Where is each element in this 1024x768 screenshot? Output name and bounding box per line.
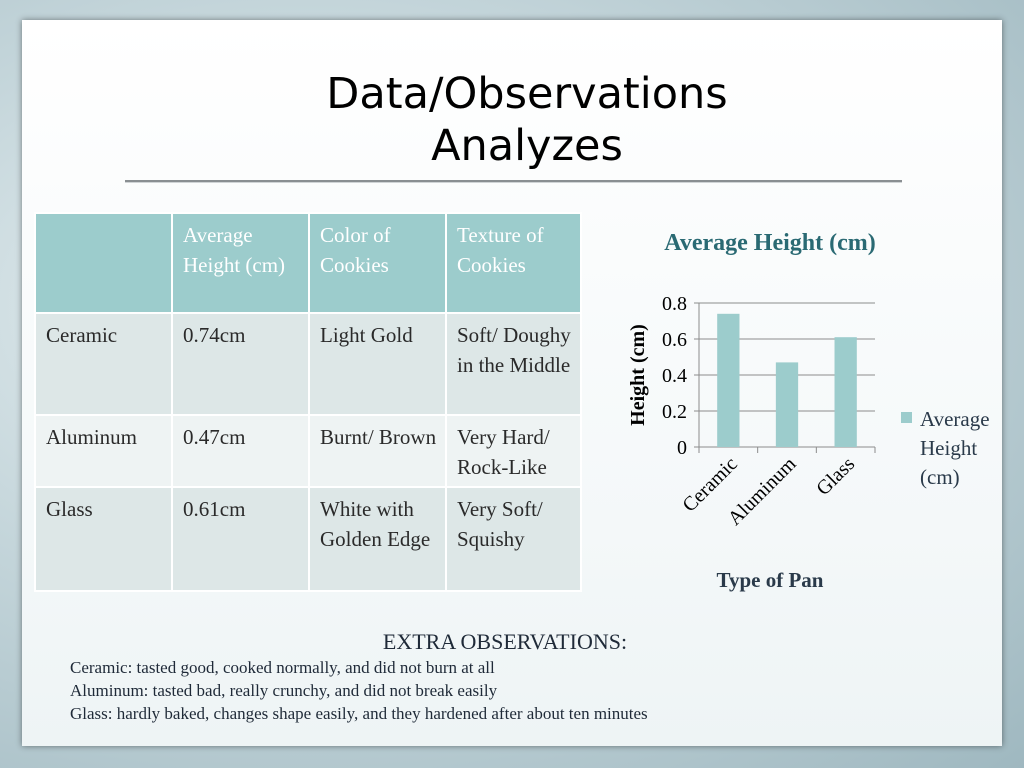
chart-x-tick-label: Glass — [812, 453, 859, 500]
extra-observations: EXTRA OBSERVATIONS: Ceramic: tasted good… — [70, 628, 970, 725]
extra-observations-heading: EXTRA OBSERVATIONS: — [382, 629, 628, 654]
chart-legend-swatch — [901, 412, 912, 423]
chart-y-tick-label: 0.8 — [662, 293, 687, 315]
extra-observation-line: Aluminum: tasted bad, really crunchy, an… — [70, 681, 498, 700]
table-header-row: Average Height (cm) Color of Cookies Tex… — [34, 212, 582, 314]
slide: Data/Observations Analyzes Average Heigh… — [22, 20, 1002, 746]
table-cell: 0.74cm — [171, 312, 310, 416]
chart-legend: Average Height (cm) — [901, 407, 990, 489]
table-cell: Aluminum — [34, 414, 173, 488]
observations-table: Average Height (cm) Color of Cookies Tex… — [34, 212, 582, 592]
chart-legend-label: Height — [920, 436, 977, 460]
chart-x-axis-label: Type of Pan — [717, 568, 824, 592]
chart-y-tick-label: 0.2 — [662, 401, 687, 423]
bar-chart: Average Height (cm) Height (cm) Type of … — [627, 230, 990, 592]
chart-legend-label: Average — [920, 407, 990, 431]
table-cell: Very Soft/ Squishy — [445, 486, 582, 592]
table-row: Glass 0.61cm White with Golden Edge Very… — [34, 486, 582, 592]
table-cell: Glass — [34, 486, 173, 592]
extra-observation-line: Glass: hardly baked, changes shape easil… — [70, 704, 648, 723]
table-cell: Soft/ Doughy in the Middle — [445, 312, 582, 416]
extra-observation-line: Ceramic: tasted good, cooked normally, a… — [70, 658, 495, 677]
table-cell: 0.61cm — [171, 486, 310, 592]
table-header-cell — [34, 212, 173, 314]
chart-bar — [775, 362, 799, 447]
table-header-cell: Color of Cookies — [308, 212, 447, 314]
table-cell: White with Golden Edge — [308, 486, 447, 592]
table-cell: Burnt/ Brown — [308, 414, 447, 488]
chart-title: Average Height (cm) — [664, 230, 875, 256]
chart-y-tick-label: 0.6 — [662, 329, 687, 351]
chart-bar — [717, 313, 740, 447]
table-header-cell: Texture of Cookies — [445, 212, 582, 314]
chart-legend-label: (cm) — [920, 465, 960, 489]
chart-y-tick-label: 0.4 — [662, 365, 687, 387]
table-cell: Very Hard/ Rock-Like — [445, 414, 582, 488]
table-cell: 0.47cm — [171, 414, 310, 488]
chart-bar — [834, 337, 857, 447]
table-header-cell: Average Height (cm) — [171, 212, 310, 314]
slide-title: Data/Observations Analyzes — [326, 69, 728, 171]
chart-y-axis-label: Height (cm) — [627, 324, 649, 426]
table-cell: Ceramic — [34, 312, 173, 416]
table-cell: Light Gold — [308, 312, 447, 416]
table-row: Aluminum 0.47cm Burnt/ Brown Very Hard/ … — [34, 414, 582, 488]
chart-y-tick-label: 0 — [677, 437, 687, 459]
title-divider — [125, 180, 902, 182]
table-row: Ceramic 0.74cm Light Gold Soft/ Doughy i… — [34, 312, 582, 416]
